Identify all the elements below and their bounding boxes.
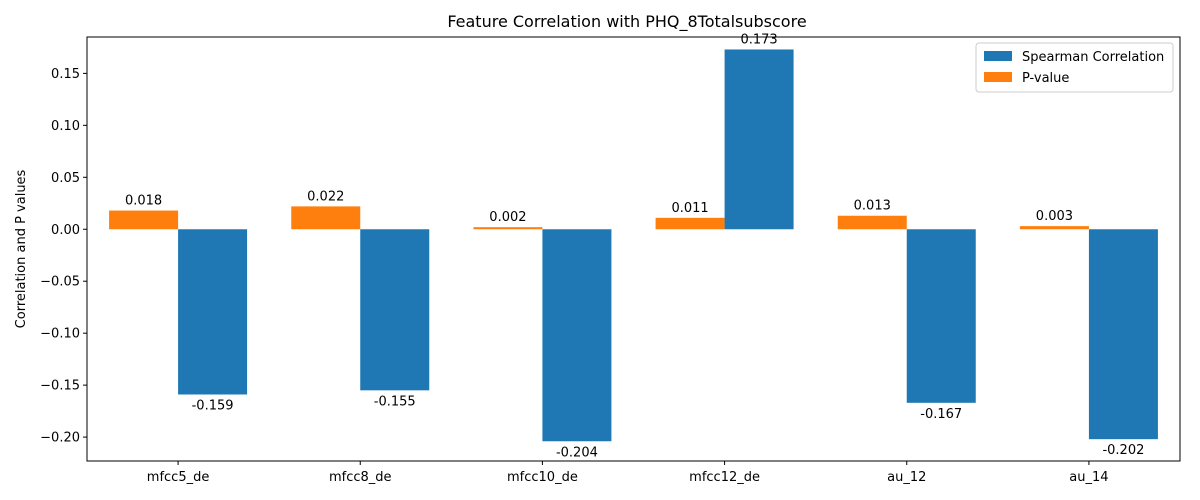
data-label-spearman-correlation-au_12: -0.167 xyxy=(920,407,962,422)
bar-spearman-correlation-au_14 xyxy=(1088,229,1158,440)
bar-spearman-correlation-mfcc8_de xyxy=(360,229,430,391)
data-label-spearman-correlation-mfcc8_de: -0.155 xyxy=(374,394,416,409)
bar-p-value-mfcc10_de xyxy=(473,227,543,230)
bars-group: 0.018 -0.159 0.022 -0.155 0.002 -0.204 0.011 0.… xyxy=(109,32,1158,460)
data-label-p-value-au_14: 0.003 xyxy=(1036,209,1073,224)
x-tick-label: au_14 xyxy=(1069,470,1108,485)
y-tick-label: −0.05 xyxy=(40,275,80,290)
x-tick-label: mfcc10_de xyxy=(507,470,578,485)
bar-spearman-correlation-mfcc10_de xyxy=(542,229,612,442)
y-tick-label: −0.20 xyxy=(40,431,80,446)
bar-spearman-correlation-mfcc12_de xyxy=(724,49,794,230)
data-label-spearman-correlation-au_14: -0.202 xyxy=(1102,443,1144,458)
data-label-spearman-correlation-mfcc5_de: -0.159 xyxy=(192,398,234,413)
y-tick-label: 0.15 xyxy=(51,67,80,82)
bar-p-value-mfcc5_de xyxy=(109,210,179,230)
legend-label: P-value xyxy=(1022,71,1069,86)
legend: Spearman Correlation P-value xyxy=(975,42,1174,93)
bar-p-value-mfcc12_de xyxy=(655,217,725,230)
legend-box xyxy=(975,42,1174,93)
y-tick-label: −0.15 xyxy=(40,379,80,394)
plot-frame xyxy=(86,36,1181,462)
data-label-p-value-mfcc5_de: 0.018 xyxy=(125,194,162,209)
data-label-p-value-mfcc10_de: 0.002 xyxy=(489,210,526,225)
legend-label: Spearman Correlation xyxy=(1022,50,1164,65)
y-tick-label: −0.10 xyxy=(40,327,80,342)
y-tick-label: 0.00 xyxy=(51,223,80,238)
x-tick-label: mfcc8_de xyxy=(329,470,392,485)
bar-p-value-au_12 xyxy=(837,215,907,230)
y-tick-label: 0.10 xyxy=(51,119,80,134)
x-tick-label: au_12 xyxy=(887,470,926,485)
data-label-spearman-correlation-mfcc12_de: 0.173 xyxy=(740,32,777,47)
legend-swatch xyxy=(984,72,1012,82)
x-tick-label: mfcc5_de xyxy=(147,470,210,485)
y-tick-label: 0.05 xyxy=(51,171,80,186)
data-label-p-value-mfcc8_de: 0.022 xyxy=(307,189,344,204)
data-label-p-value-mfcc12_de: 0.011 xyxy=(671,201,708,216)
data-label-spearman-correlation-mfcc10_de: -0.204 xyxy=(556,445,598,460)
chart-title: Feature Correlation with PHQ_8Totalsubsc… xyxy=(447,12,806,32)
bar-p-value-mfcc8_de xyxy=(291,206,361,230)
data-label-p-value-au_12: 0.013 xyxy=(854,199,891,214)
bar-spearman-correlation-au_12 xyxy=(906,229,976,403)
bar-spearman-correlation-mfcc5_de xyxy=(178,229,248,395)
legend-swatch xyxy=(984,51,1012,61)
y-axis-label: Correlation and P values xyxy=(14,169,29,328)
bar-p-value-au_14 xyxy=(1019,226,1089,230)
x-tick-label: mfcc12_de xyxy=(689,470,760,485)
axes-group: mfcc5_de mfcc8_de mfcc10_de mfcc12_de au_12 a… xyxy=(40,36,1181,485)
